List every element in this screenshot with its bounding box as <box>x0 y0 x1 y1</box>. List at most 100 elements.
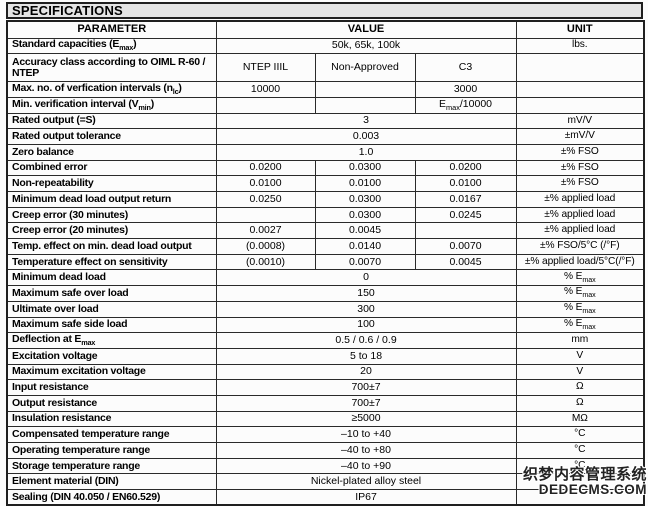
param-cell: Operating temperature range <box>6 442 217 459</box>
unit-cell: MΩ <box>515 410 645 428</box>
param-cell: Standard capacities (Emax) <box>6 37 217 55</box>
value-cell: –40 to +80 <box>215 442 517 459</box>
value-cell-1: 0.0100 <box>215 175 316 192</box>
value-cell-3: C3 <box>414 53 517 83</box>
value-cell: 700±7 <box>215 379 517 396</box>
unit-cell <box>515 96 645 114</box>
page-title: SPECIFICATIONS <box>12 3 123 18</box>
unit-cell: Ω <box>515 379 645 396</box>
unit-cell: ±% applied load <box>515 206 645 224</box>
value-cell-2: 0.0100 <box>314 175 416 192</box>
value-cell-2: 0.0140 <box>314 238 416 255</box>
value-cell: ≥5000 <box>215 410 517 428</box>
unit-cell: ±% applied load/5°C(/°F) <box>515 253 645 271</box>
value-cell: Nickel-plated alloy steel <box>215 473 517 491</box>
unit-cell: mV/V <box>515 112 645 130</box>
table-row: Min. verification interval (Vmin) Emax/1… <box>6 96 645 114</box>
table-row: Temperature effect on sensitivity (0.001… <box>6 253 645 271</box>
unit-cell: V <box>515 347 645 365</box>
table-row: Insulation resistance ≥5000 MΩ <box>6 410 645 428</box>
param-cell: Rated output (=S) <box>6 112 217 130</box>
value-cell: 1.0 <box>215 143 517 161</box>
unit-cell: mm <box>515 332 645 349</box>
param-cell: Storage temperature range <box>6 457 217 475</box>
value-cell: –10 to +40 <box>215 426 517 443</box>
param-cell: Minimum dead load output return <box>6 191 217 208</box>
param-cell: Rated output tolerance <box>6 128 217 145</box>
value-cell-3: 0.0070 <box>414 238 517 255</box>
table-row: Operating temperature range –40 to +80 °… <box>6 442 645 459</box>
specifications-title-bar: SPECIFICATIONS <box>6 2 643 19</box>
unit-cell: °C <box>515 442 645 459</box>
table-row: Ultimate over load 300 % Emax <box>6 300 645 318</box>
table-row: Temp. effect on min. dead load output (0… <box>6 238 645 255</box>
value-cell-1: 10000 <box>215 81 316 98</box>
unit-cell <box>515 53 645 83</box>
value-cell-3: 0.0045 <box>414 253 517 271</box>
value-cell-1: 0.0250 <box>215 191 316 208</box>
table-row: Non-repeatability 0.0100 0.0100 0.0100 ±… <box>6 175 645 192</box>
unit-cell: ±% applied load <box>515 222 645 240</box>
col-header-value: VALUE <box>215 20 517 39</box>
value-cell-2: 0.0070 <box>314 253 416 271</box>
value-cell-2: 0.0300 <box>314 159 416 177</box>
value-cell: 100 <box>215 316 517 334</box>
param-cell: Maximum excitation voltage <box>6 363 217 381</box>
unit-cell <box>515 489 645 506</box>
unit-cell: ±% FSO <box>515 175 645 192</box>
table-row: Input resistance 700±7 Ω <box>6 379 645 396</box>
value-cell-3: 0.0245 <box>414 206 517 224</box>
param-cell: Maximum safe side load <box>6 316 217 334</box>
unit-cell: V <box>515 363 645 381</box>
unit-cell: Ω <box>515 394 645 412</box>
param-cell: Ultimate over load <box>6 300 217 318</box>
value-cell: 50k, 65k, 100k <box>215 37 517 55</box>
table-row: Rated output tolerance 0.003 ±mV/V <box>6 128 645 145</box>
param-cell: Output resistance <box>6 394 217 412</box>
table-row: Storage temperature range –40 to +90 °C <box>6 457 645 475</box>
value-cell-1: 0.0027 <box>215 222 316 240</box>
table-row: Creep error (20 minutes) 0.0027 0.0045 ±… <box>6 222 645 240</box>
table-row: Output resistance 700±7 Ω <box>6 394 645 412</box>
table-row: Minimum dead load output return 0.0250 0… <box>6 191 645 208</box>
param-cell: Element material (DIN) <box>6 473 217 491</box>
param-cell: Sealing (DIN 40.050 / EN60.529) <box>6 489 217 506</box>
value-cell-1: (0.0008) <box>215 238 316 255</box>
param-cell: Zero balance <box>6 143 217 161</box>
param-cell: Accuracy class according to OIML R-60 / … <box>6 53 217 83</box>
value-cell: –40 to +90 <box>215 457 517 475</box>
unit-cell: °C <box>515 426 645 443</box>
table-row: Excitation voltage 5 to 18 V <box>6 347 645 365</box>
value-cell: 3 <box>215 112 517 130</box>
unit-cell: ±mV/V <box>515 128 645 145</box>
param-cell: Temperature effect on sensitivity <box>6 253 217 271</box>
table-row: Maximum safe over load 150 % Emax <box>6 285 645 302</box>
unit-cell: ±% applied load <box>515 191 645 208</box>
table-row: Standard capacities (Emax) 50k, 65k, 100… <box>6 37 645 55</box>
table-row: Zero balance 1.0 ±% FSO <box>6 143 645 161</box>
param-cell: Maximum safe over load <box>6 285 217 302</box>
table-body: Standard capacities (Emax) 50k, 65k, 100… <box>6 37 645 506</box>
value-cell-3: Emax/10000 <box>414 96 517 114</box>
param-cell: Creep error (30 minutes) <box>6 206 217 224</box>
param-cell: Combined error <box>6 159 217 177</box>
table-row: Minimum dead load 0 % Emax <box>6 269 645 287</box>
value-cell-3: 0.0200 <box>414 159 517 177</box>
param-cell: Compensated temperature range <box>6 426 217 443</box>
param-cell: Input resistance <box>6 379 217 396</box>
value-cell: IP67 <box>215 489 517 506</box>
value-cell-1 <box>215 206 316 224</box>
value-cell-3 <box>414 222 517 240</box>
unit-cell: ±% FSO <box>515 143 645 161</box>
value-cell-1 <box>215 96 316 114</box>
unit-cell: ±% FSO <box>515 159 645 177</box>
table-row: Combined error 0.0200 0.0300 0.0200 ±% F… <box>6 159 645 177</box>
param-cell: Minimum dead load <box>6 269 217 287</box>
table-row: Accuracy class according to OIML R-60 / … <box>6 53 645 83</box>
value-cell: 0.003 <box>215 128 517 145</box>
table-row: Deflection at Emax 0.5 / 0.6 / 0.9 mm <box>6 332 645 349</box>
unit-cell: lbs. <box>515 37 645 55</box>
param-cell: Insulation resistance <box>6 410 217 428</box>
unit-cell: % Emax <box>515 300 645 318</box>
